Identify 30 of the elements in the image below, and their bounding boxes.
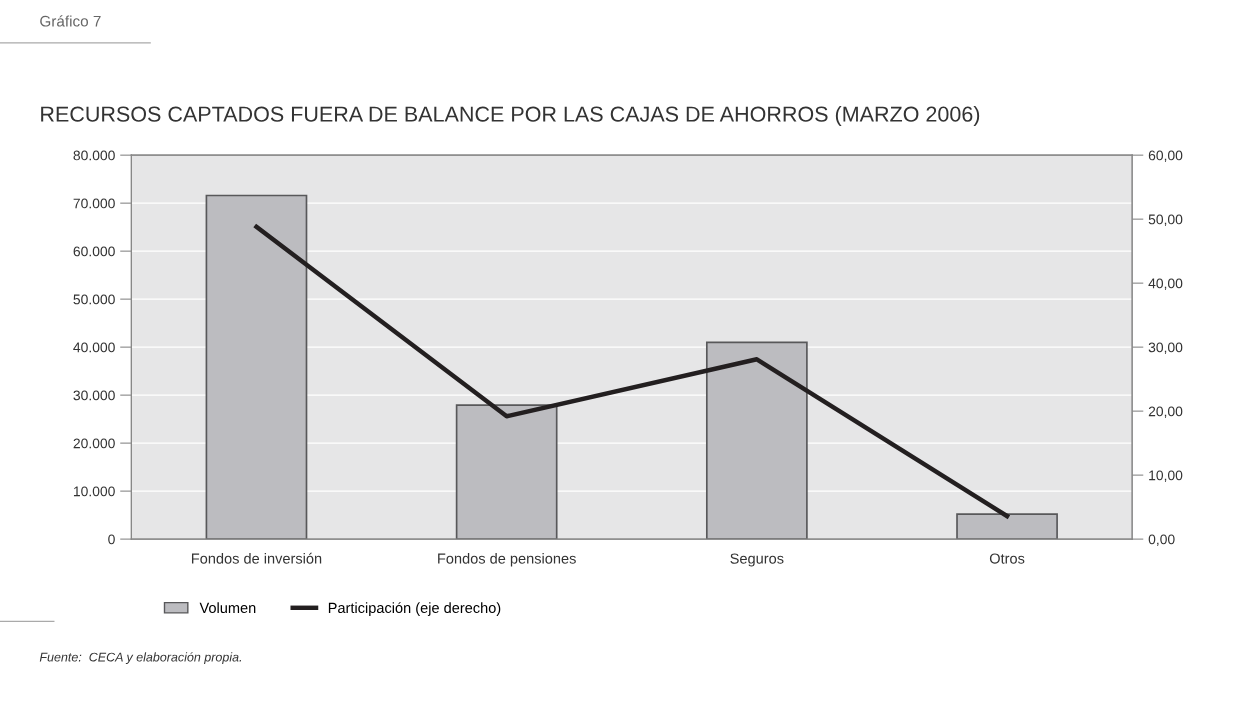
y-tick-label: 40.000 <box>73 342 115 353</box>
y2-tick-label: 40,00 <box>1148 278 1183 290</box>
y-tick-label: 60.000 <box>73 246 115 257</box>
y-tick-label: 80.000 <box>73 150 115 161</box>
y-tick-label: 50.000 <box>73 294 115 305</box>
y-tick-label: 10.000 <box>73 486 115 497</box>
y-tick-label: 0 <box>108 534 115 545</box>
y-tick-label: 30.000 <box>73 390 115 401</box>
x-tick-label: Fondos de pensiones <box>438 553 576 567</box>
y-tick-label: 70.000 <box>73 198 115 209</box>
bar <box>956 513 1058 540</box>
bar <box>205 194 308 540</box>
x-tick-label: Fondos de inversión <box>191 552 322 564</box>
y-tick-label: 20.000 <box>73 438 115 449</box>
source-note: Fuente: CECA y elaboración propia. <box>39 652 241 664</box>
bar <box>705 341 808 540</box>
y2-tick-label: 60,00 <box>1148 150 1183 162</box>
legend-label: Participación (eje derecho) <box>328 602 501 616</box>
y2-tick-label: 0,00 <box>1148 534 1175 546</box>
y2-tick-label: 10,00 <box>1149 470 1183 482</box>
text: Gráfico 7 <box>40 15 101 27</box>
x-tick-label: Seguros <box>730 553 784 567</box>
y2-tick-label: 50,00 <box>1148 214 1183 226</box>
chart-title: RECURSOS CAPTADOS FUERA DE BALANCE POR LAS CAJAS DE AHORROS (MARZO 2006) <box>41 105 980 127</box>
y2-tick-label: 20,00 <box>1148 406 1183 418</box>
x-tick-label: Otros <box>989 553 1025 564</box>
bar <box>455 404 558 540</box>
line-series <box>254 224 1010 519</box>
legend-label: Volumen <box>199 602 256 614</box>
y2-tick-label: 30,00 <box>1148 342 1183 354</box>
